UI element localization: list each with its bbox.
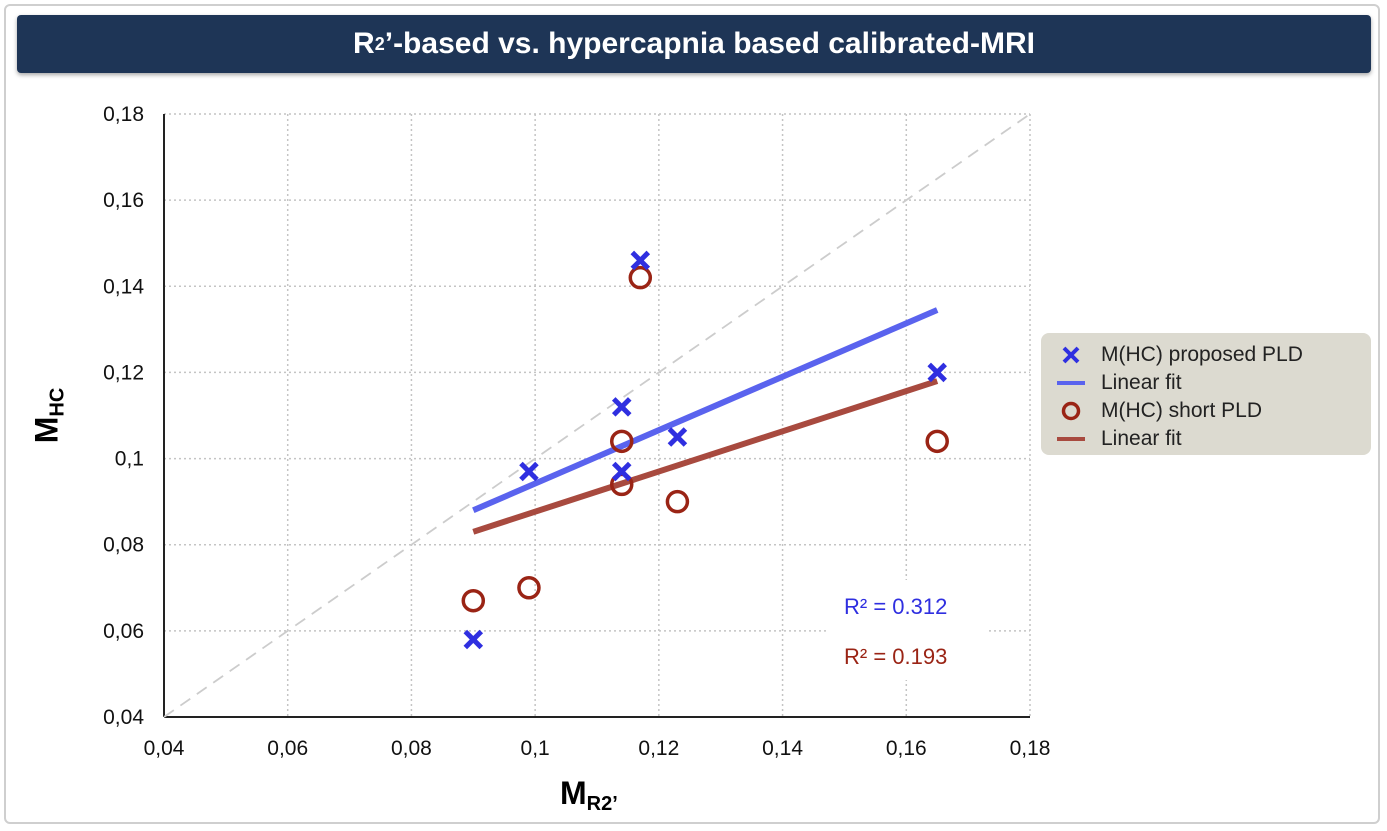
proposed-pld-point (927, 362, 947, 383)
y-tick-label: 0,18 (103, 103, 144, 126)
y-tick-label: 0,1 (115, 448, 144, 471)
x-axis-title-sub: R2’ (586, 793, 618, 815)
y-axis-title-main: M (28, 416, 65, 444)
linear-fit-line (472, 378, 939, 535)
r2-short-label: R² = 0.193 (844, 644, 948, 669)
legend-label-proposed: M(HC) proposed PLD (1101, 343, 1303, 366)
title-rest: ’-based vs. hypercapnia based calibrated… (384, 27, 1035, 60)
short-pld-point (517, 576, 541, 600)
title-subscript: 2 (374, 33, 385, 54)
x-tick-label: 0,1 (521, 737, 550, 760)
x-tick-label: 0,08 (391, 737, 432, 760)
title-main: R (353, 27, 375, 60)
x-axis-title-main: M (560, 775, 587, 811)
x-tick-label: 0,14 (762, 737, 803, 760)
short-pld-point (609, 429, 634, 454)
line-icon (1057, 381, 1085, 385)
identity-line (163, 113, 1031, 718)
chart-legend: M(HC) proposed PLD Linear fit M(HC) shor… (1041, 333, 1371, 455)
short-pld-point (628, 265, 653, 290)
x-tick-label: 0,04 (144, 737, 185, 760)
x-tick-label: 0,18 (1010, 737, 1051, 760)
proposed-pld-point (667, 427, 688, 447)
linear-fit-line (472, 307, 939, 514)
short-pld-point (461, 588, 486, 613)
short-pld-point (925, 429, 949, 454)
x-axis-title: MR2’ (560, 775, 618, 816)
short-pld-point (665, 489, 690, 514)
y-axis-title-sub: HC (46, 387, 69, 417)
y-tick-label: 0,04 (103, 706, 144, 729)
y-tick-label: 0,06 (103, 620, 144, 643)
proposed-pld-point (630, 250, 651, 271)
proposed-pld-point (611, 397, 632, 417)
x-tick-label: 0,12 (638, 737, 679, 760)
circle-icon (1061, 401, 1081, 421)
y-tick-label: 0,14 (103, 275, 144, 298)
x-tick-label: 0,06 (267, 737, 308, 760)
proposed-pld-point (463, 629, 484, 650)
chart-title: R 2 ’-based vs. hypercapnia based calibrat… (17, 15, 1371, 73)
y-tick-label: 0,16 (103, 189, 144, 212)
proposed-pld-point (611, 461, 632, 482)
legend-label-short: M(HC) short PLD (1101, 399, 1263, 422)
legend-label-short-fit: Linear fit (1101, 427, 1182, 450)
r2-proposed-label: R² = 0.312 (844, 594, 948, 619)
x-tick-label: 0,16 (886, 737, 927, 760)
y-axis-title: MHC (29, 361, 70, 471)
proposed-pld-point (519, 461, 539, 482)
x-icon (1062, 346, 1080, 364)
line-icon (1057, 437, 1085, 441)
y-tick-label: 0,12 (103, 361, 144, 384)
legend-label-proposed-fit: Linear fit (1101, 371, 1182, 394)
y-tick-label: 0,08 (103, 534, 144, 557)
r2-box (828, 580, 988, 680)
